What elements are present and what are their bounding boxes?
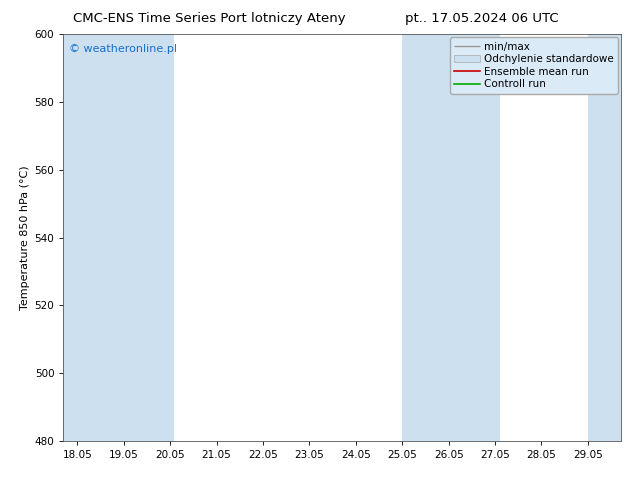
Text: CMC-ENS Time Series Port lotniczy Ateny: CMC-ENS Time Series Port lotniczy Ateny bbox=[73, 12, 346, 25]
Bar bbox=[588, 34, 621, 441]
Text: pt.. 17.05.2024 06 UTC: pt.. 17.05.2024 06 UTC bbox=[405, 12, 559, 25]
Bar bbox=[402, 34, 500, 441]
Legend: min/max, Odchylenie standardowe, Ensemble mean run, Controll run: min/max, Odchylenie standardowe, Ensembl… bbox=[450, 37, 618, 94]
Y-axis label: Temperature 850 hPa (°C): Temperature 850 hPa (°C) bbox=[20, 165, 30, 310]
Bar bbox=[63, 34, 174, 441]
Text: © weatheronline.pl: © weatheronline.pl bbox=[69, 45, 177, 54]
